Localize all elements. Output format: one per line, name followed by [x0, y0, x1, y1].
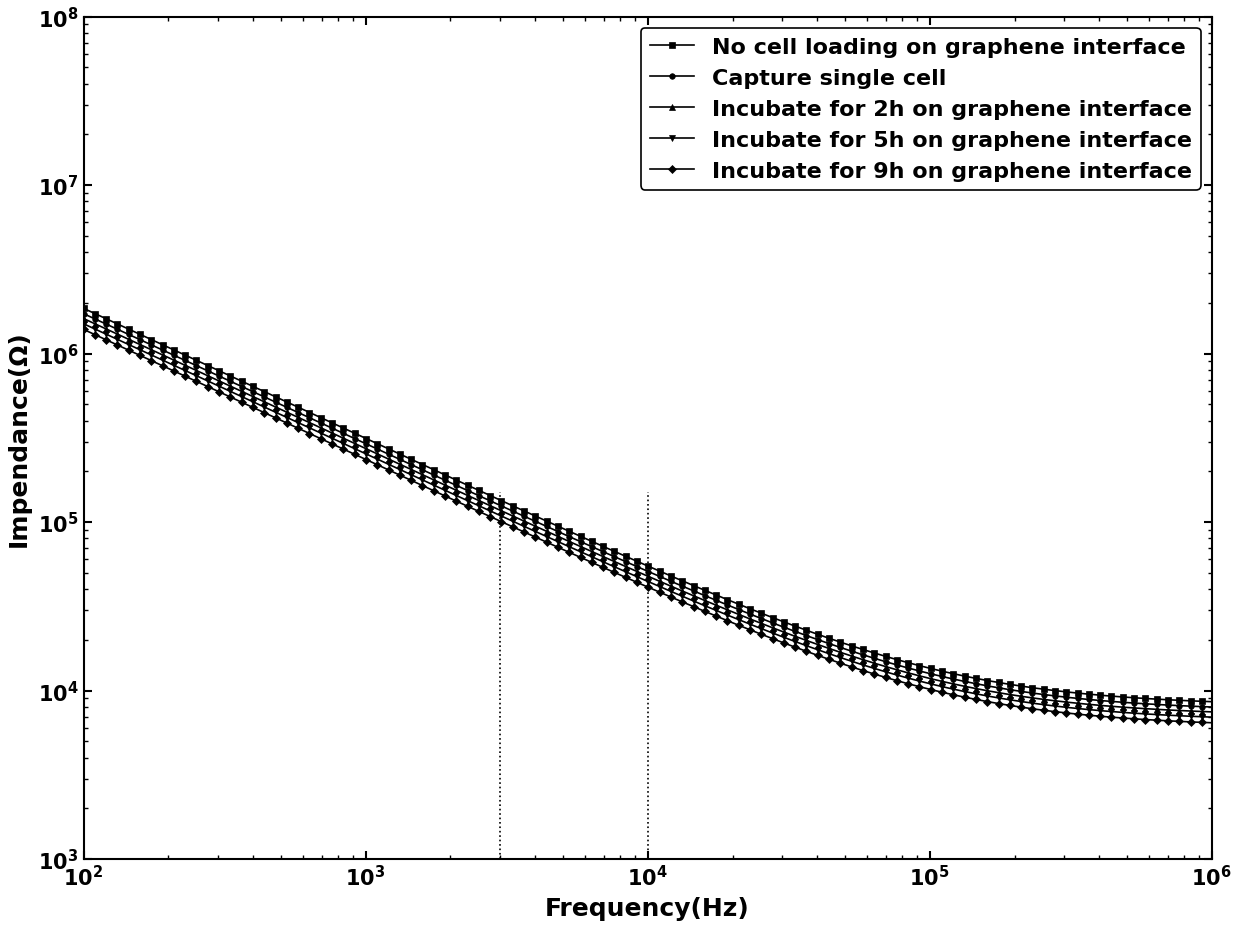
Line: Incubate for 2h on graphene interface: Incubate for 2h on graphene interface [81, 316, 1214, 715]
Incubate for 5h on graphene interface [145, 350, 160, 362]
Incubate for 5h on graphene interface [731, 615, 746, 626]
Incubate for 2h on graphene interface [145, 346, 160, 357]
Capture single cell [731, 604, 746, 616]
No cell loading on graphene interface [145, 336, 160, 347]
Incubate for 5h on graphene interface [932, 680, 947, 692]
Incubate for 9h on graphene interface [145, 356, 160, 367]
Capture single cell [761, 616, 776, 628]
Incubate for 2h on graphene interface [1047, 695, 1062, 706]
Incubate for 2h on graphene interface [761, 621, 776, 632]
Incubate for 2h on graphene interface [76, 313, 90, 324]
No cell loading on graphene interface [1204, 696, 1219, 707]
No cell loading on graphene interface [76, 303, 90, 314]
X-axis label: Frequency(Hz): Frequency(Hz) [545, 896, 750, 921]
No cell loading on graphene interface [761, 611, 776, 622]
Line: Capture single cell: Capture single cell [81, 311, 1214, 710]
Incubate for 5h on graphene interface [761, 626, 776, 637]
Incubate for 9h on graphene interface [76, 324, 90, 336]
Line: No cell loading on graphene interface: No cell loading on graphene interface [81, 306, 1214, 705]
Incubate for 2h on graphene interface [731, 609, 746, 620]
No cell loading on graphene interface [794, 624, 809, 635]
Incubate for 9h on graphene interface [1047, 706, 1062, 717]
Capture single cell [1204, 702, 1219, 713]
Incubate for 5h on graphene interface [1047, 701, 1062, 712]
Incubate for 5h on graphene interface [76, 319, 90, 330]
Line: Incubate for 5h on graphene interface: Incubate for 5h on graphene interface [81, 322, 1214, 720]
Incubate for 2h on graphene interface [1204, 706, 1219, 717]
Incubate for 9h on graphene interface [794, 644, 809, 655]
Incubate for 9h on graphene interface [731, 620, 746, 631]
No cell loading on graphene interface [1047, 685, 1062, 696]
Legend: No cell loading on graphene interface, Capture single cell, Incubate for 2h on g: No cell loading on graphene interface, C… [641, 29, 1201, 191]
Incubate for 9h on graphene interface [761, 632, 776, 643]
Incubate for 2h on graphene interface [932, 676, 947, 687]
Incubate for 5h on graphene interface [1204, 712, 1219, 723]
Capture single cell [932, 670, 947, 681]
Capture single cell [76, 309, 90, 320]
Line: Incubate for 9h on graphene interface: Incubate for 9h on graphene interface [81, 327, 1214, 726]
Incubate for 2h on graphene interface [794, 634, 809, 645]
No cell loading on graphene interface [731, 599, 746, 610]
Incubate for 5h on graphene interface [794, 639, 809, 650]
Incubate for 9h on graphene interface [932, 686, 947, 697]
Incubate for 9h on graphene interface [1204, 717, 1219, 729]
Y-axis label: Impendance(Ω): Impendance(Ω) [7, 330, 31, 547]
Capture single cell [145, 340, 160, 351]
Capture single cell [794, 629, 809, 640]
No cell loading on graphene interface [932, 666, 947, 677]
Capture single cell [1047, 691, 1062, 702]
